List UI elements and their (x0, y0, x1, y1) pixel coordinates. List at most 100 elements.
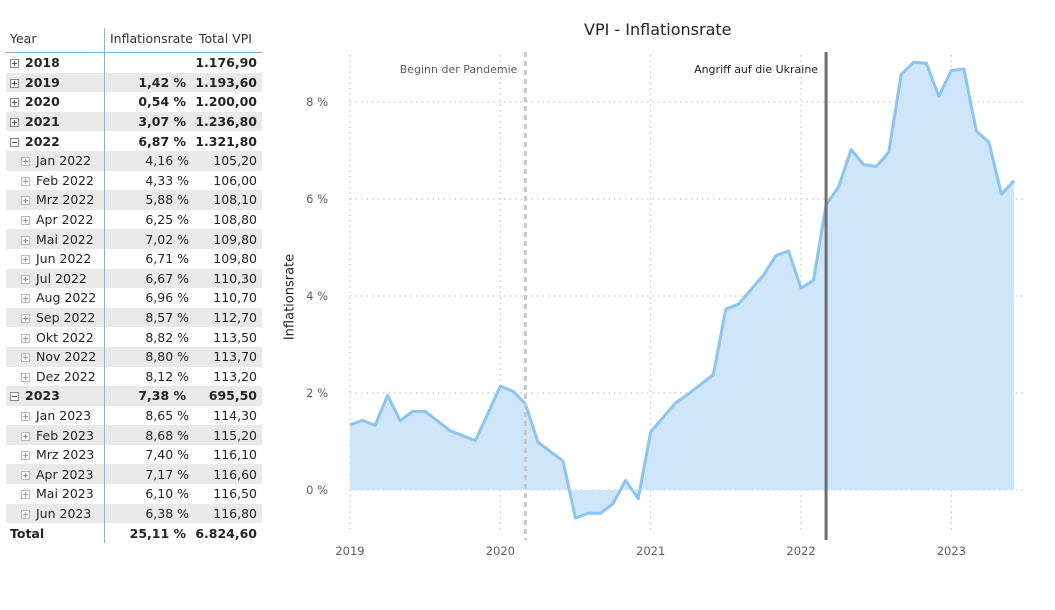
expand-icon[interactable] (21, 411, 30, 421)
expand-icon[interactable] (21, 490, 30, 500)
data-point (562, 459, 565, 462)
expand-icon[interactable] (21, 157, 30, 167)
row-label: Feb 2022 (36, 172, 94, 188)
table-row[interactable]: Mai 2022 7,02 % 109,80 (6, 229, 262, 249)
row-rate: 5,88 % (145, 192, 190, 208)
table-row[interactable]: Nov 2022 8,80 % 113,70 (6, 346, 262, 367)
data-point (662, 416, 665, 419)
table-row[interactable]: Apr 2023 7,17 % 116,60 (6, 464, 262, 485)
table-row[interactable]: Apr 2022 6,25 % 108,80 (6, 210, 262, 230)
row-vpi: 108,10 (213, 192, 257, 208)
collapse-icon[interactable] (10, 392, 19, 402)
expand-icon[interactable] (21, 255, 30, 265)
expand-icon[interactable] (10, 78, 19, 88)
x-tick-label: 2022 (786, 544, 815, 558)
expand-icon[interactable] (21, 431, 30, 441)
row-vpi: 695,50 (208, 388, 257, 404)
row-label-cell: Mai 2022 (6, 232, 113, 247)
expand-icon[interactable] (21, 333, 30, 343)
row-label: Jan 2022 (36, 153, 92, 169)
row-label-cell: Apr 2022 (6, 212, 113, 227)
row-label-cell: 2019 (6, 75, 106, 90)
table-row[interactable]: Feb 2022 4,33 % 106,00 (6, 171, 262, 191)
data-point (724, 308, 727, 311)
collapse-icon[interactable] (10, 137, 19, 147)
table-row[interactable]: 2018 1.176,90 (6, 53, 262, 73)
table-row[interactable]: 2020 0,54 % 1.200,00 (6, 92, 262, 112)
row-label-cell: Mrz 2022 (6, 192, 113, 207)
table-row[interactable]: Jun 2023 6,38 % 116,80 (6, 503, 262, 524)
pandemic-annotation-label: Beginn der Pandemie (400, 63, 518, 76)
row-label-cell: Aug 2022 (6, 290, 113, 305)
data-point (812, 279, 815, 282)
row-label: Jul 2022 (36, 270, 87, 286)
table-row[interactable]: Jan 2022 4,16 % 105,20 (6, 150, 262, 171)
row-label-cell: Feb 2022 (6, 173, 113, 188)
row-rate: 7,17 % (145, 466, 190, 482)
expand-icon[interactable] (21, 470, 30, 480)
table-row[interactable]: Mrz 2023 7,40 % 116,10 (6, 445, 262, 465)
data-point (474, 439, 477, 442)
row-label-cell: Jan 2022 (6, 153, 113, 168)
row-vpi: 1.236,80 (195, 114, 257, 130)
matrix-table: Year Inflationsrate Total VPI 2018 1.176,… (6, 24, 262, 543)
row-rate: 6,10 % (145, 486, 190, 502)
table-row[interactable]: Okt 2022 8,82 % 113,50 (6, 327, 262, 347)
expand-icon[interactable] (21, 216, 30, 226)
row-label: Aug 2022 (36, 290, 97, 306)
expand-icon[interactable] (21, 353, 30, 363)
ukraine-annotation-label: Angriff auf die Ukraine (694, 63, 818, 76)
table-row[interactable]: Jun 2022 6,71 % 109,80 (6, 249, 262, 269)
expand-icon[interactable] (21, 451, 30, 461)
data-point (424, 410, 427, 413)
row-label: Apr 2023 (36, 466, 94, 482)
expand-icon[interactable] (21, 235, 30, 245)
expand-icon[interactable] (10, 59, 19, 69)
row-label: Mai 2022 (36, 231, 94, 247)
data-point (787, 249, 790, 252)
table-row[interactable]: Feb 2023 8,68 % 115,20 (6, 425, 262, 445)
table-row[interactable]: 2023 7,38 % 695,50 (6, 386, 262, 406)
row-vpi: 115,20 (213, 427, 257, 443)
data-point (536, 441, 539, 444)
row-rate: 8,68 % (145, 427, 190, 443)
expand-icon[interactable] (21, 196, 30, 206)
table-row[interactable]: Dez 2022 8,12 % 113,20 (6, 367, 262, 387)
table-row[interactable]: Jan 2023 8,65 % 114,30 (6, 406, 262, 426)
table-row[interactable]: 2022 6,87 % 1.321,80 (6, 131, 262, 151)
table-row[interactable]: Mrz 2022 5,88 % 108,10 (6, 190, 262, 210)
expand-icon[interactable] (21, 372, 30, 382)
row-label-cell: Jun 2022 (6, 251, 113, 266)
header-vpi[interactable]: Total VPI (199, 30, 252, 46)
expand-icon[interactable] (10, 118, 19, 128)
data-point (912, 61, 915, 64)
table-row[interactable]: 2021 3,07 % 1.236,80 (6, 111, 262, 132)
expand-icon[interactable] (21, 294, 30, 304)
x-tick-label: 2020 (486, 544, 515, 558)
table-row[interactable]: Jul 2022 6,67 % 110,30 (6, 268, 262, 289)
data-point (925, 62, 928, 65)
data-point (649, 430, 652, 433)
data-point (762, 274, 765, 277)
header-rate[interactable]: Inflationsrate (110, 30, 193, 46)
table-row[interactable]: Mai 2023 6,10 % 116,50 (6, 484, 262, 504)
expand-icon[interactable] (10, 98, 19, 108)
table-row[interactable]: 2019 1,42 % 1.193,60 (6, 72, 262, 93)
table-row[interactable]: Aug 2022 6,96 % 110,70 (6, 288, 262, 308)
row-label: Jan 2023 (36, 407, 92, 423)
table-row[interactable]: Sep 2022 8,57 % 112,70 (6, 307, 262, 328)
row-rate: 8,65 % (145, 407, 190, 423)
expand-icon[interactable] (21, 509, 30, 519)
x-tick-label: 2019 (335, 544, 364, 558)
row-rate: 6,87 % (138, 133, 187, 149)
expand-icon[interactable] (21, 314, 30, 324)
data-point (837, 185, 840, 188)
data-point (361, 419, 364, 422)
expand-icon[interactable] (21, 274, 30, 284)
header-year[interactable]: Year (10, 30, 37, 46)
data-point (1000, 193, 1003, 196)
row-vpi: 116,60 (213, 466, 257, 482)
row-label: Okt 2022 (36, 329, 94, 345)
expand-icon[interactable] (21, 176, 30, 186)
row-vpi: 1.321,80 (195, 133, 257, 149)
